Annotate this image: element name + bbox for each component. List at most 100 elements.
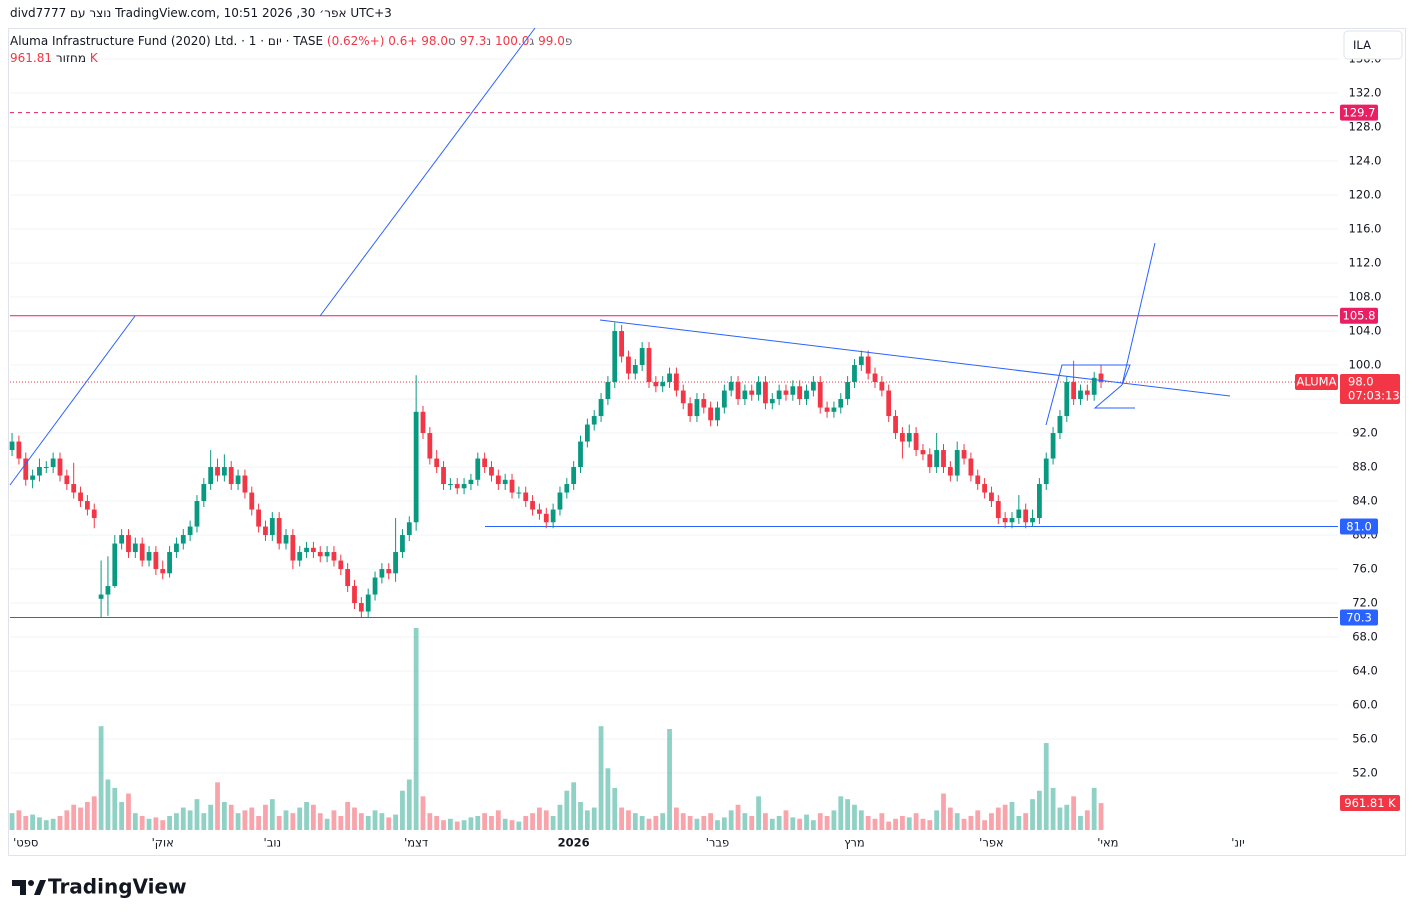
- volume-bar: [571, 782, 577, 830]
- volume-bar: [879, 813, 885, 830]
- candle-body: [1009, 518, 1015, 523]
- volume-legend: מחזור 961.81 K: [10, 51, 98, 65]
- volume-bar: [626, 810, 631, 830]
- logo-mark: [34, 880, 46, 895]
- candle-body: [701, 399, 707, 408]
- volume-bar: [674, 807, 679, 830]
- volume-bar: [132, 813, 138, 830]
- candle-body: [235, 475, 241, 485]
- candle-body: [1023, 509, 1029, 523]
- candle-body: [317, 552, 323, 557]
- y-tick-label: 92.0: [1352, 426, 1378, 440]
- y-tick-label: 72.0: [1352, 596, 1378, 610]
- volume-bar: [858, 810, 864, 830]
- volume-bar: [749, 815, 755, 830]
- x-tick-label: 2026: [558, 836, 590, 850]
- volume-bar: [447, 818, 453, 830]
- volume-bar: [927, 820, 933, 830]
- candle-body: [420, 411, 426, 434]
- candle-body: [146, 552, 152, 561]
- candle-body: [283, 535, 289, 544]
- volume-bar: [667, 729, 672, 830]
- level-badge: [1340, 104, 1378, 121]
- volume-bar: [441, 820, 446, 830]
- attribution: divd7777 נוצר עם TradingView.com, 10:51 …: [10, 6, 392, 20]
- candle-body: [1071, 382, 1077, 400]
- candle-body: [626, 356, 631, 374]
- volume-name: מחזור: [55, 51, 87, 65]
- candle-body: [447, 484, 453, 486]
- last-price-badge: [1340, 374, 1400, 405]
- candle-body: [406, 522, 412, 536]
- candle-body: [852, 365, 857, 383]
- candle-body: [290, 535, 296, 561]
- volume-bar: [290, 813, 296, 830]
- volume-bar: [1023, 813, 1029, 830]
- volume-layer: [9, 628, 1104, 830]
- candle-body: [482, 458, 488, 468]
- currency-button-label[interactable]: ILA: [1353, 38, 1371, 52]
- volume-bar: [715, 820, 720, 830]
- candle-body: [167, 552, 172, 574]
- candle-body: [263, 526, 268, 536]
- candle-body: [639, 348, 645, 366]
- volume-bar: [406, 779, 412, 830]
- volume-bar: [742, 813, 748, 830]
- volume-bar: [537, 807, 542, 830]
- candle-body: [810, 382, 816, 391]
- candle-body: [564, 484, 570, 493]
- candle-body: [886, 390, 892, 417]
- y-tick-label: 124.0: [1349, 154, 1382, 168]
- volume-bar: [1043, 743, 1049, 830]
- volume-bar: [495, 810, 501, 830]
- candle-body: [632, 365, 638, 374]
- volume-bar: [105, 779, 111, 830]
- volume-bar: [701, 815, 707, 830]
- volume-bar: [434, 815, 440, 830]
- volume-bar: [1057, 807, 1063, 830]
- volume-bar: [174, 813, 179, 830]
- candle-body: [1084, 390, 1090, 395]
- level-label: 81.0: [1346, 520, 1372, 534]
- quote-name: נ: [486, 34, 492, 48]
- level-badge: [1340, 518, 1378, 535]
- volume-bar: [810, 820, 816, 830]
- x-tick-label: מאי': [1097, 836, 1118, 850]
- volume-bar: [1016, 815, 1022, 830]
- volume-bar: [16, 810, 22, 830]
- candle-body: [64, 475, 70, 485]
- level-label: 70.3: [1346, 610, 1372, 624]
- volume-bar: [256, 815, 262, 830]
- candle-body: [865, 356, 871, 374]
- volume-bar: [420, 796, 426, 830]
- volume-bar: [139, 815, 145, 830]
- candle-body: [660, 382, 666, 387]
- candle-body: [502, 479, 508, 485]
- candle-body: [824, 407, 830, 412]
- volume-bar: [797, 818, 803, 830]
- volume-bar: [50, 818, 56, 830]
- candle-body: [352, 586, 357, 604]
- candle-body: [831, 407, 837, 412]
- candle-body: [139, 543, 145, 561]
- volume-bar: [838, 796, 844, 830]
- volume-bar: [194, 799, 200, 830]
- trend-line: [319, 27, 536, 317]
- trend-line: [599, 319, 1231, 397]
- candle-body: [968, 458, 974, 476]
- x-tick-label: דצמ': [404, 836, 428, 850]
- candle-body: [817, 382, 823, 408]
- candle-body: [776, 390, 782, 400]
- currency-button[interactable]: [1343, 30, 1403, 60]
- y-tick-label: 108.0: [1349, 290, 1382, 304]
- volume-bar: [756, 796, 761, 830]
- y-tick-label: 132.0: [1349, 86, 1382, 100]
- volume-bar: [735, 804, 741, 830]
- quote-name: ס: [447, 34, 456, 48]
- candle-body: [667, 373, 672, 383]
- volume-bar: [84, 801, 90, 830]
- volume-bar: [1030, 799, 1035, 830]
- trend-line: [9, 315, 136, 486]
- volume-bar: [1098, 803, 1104, 830]
- candle-body: [43, 467, 49, 469]
